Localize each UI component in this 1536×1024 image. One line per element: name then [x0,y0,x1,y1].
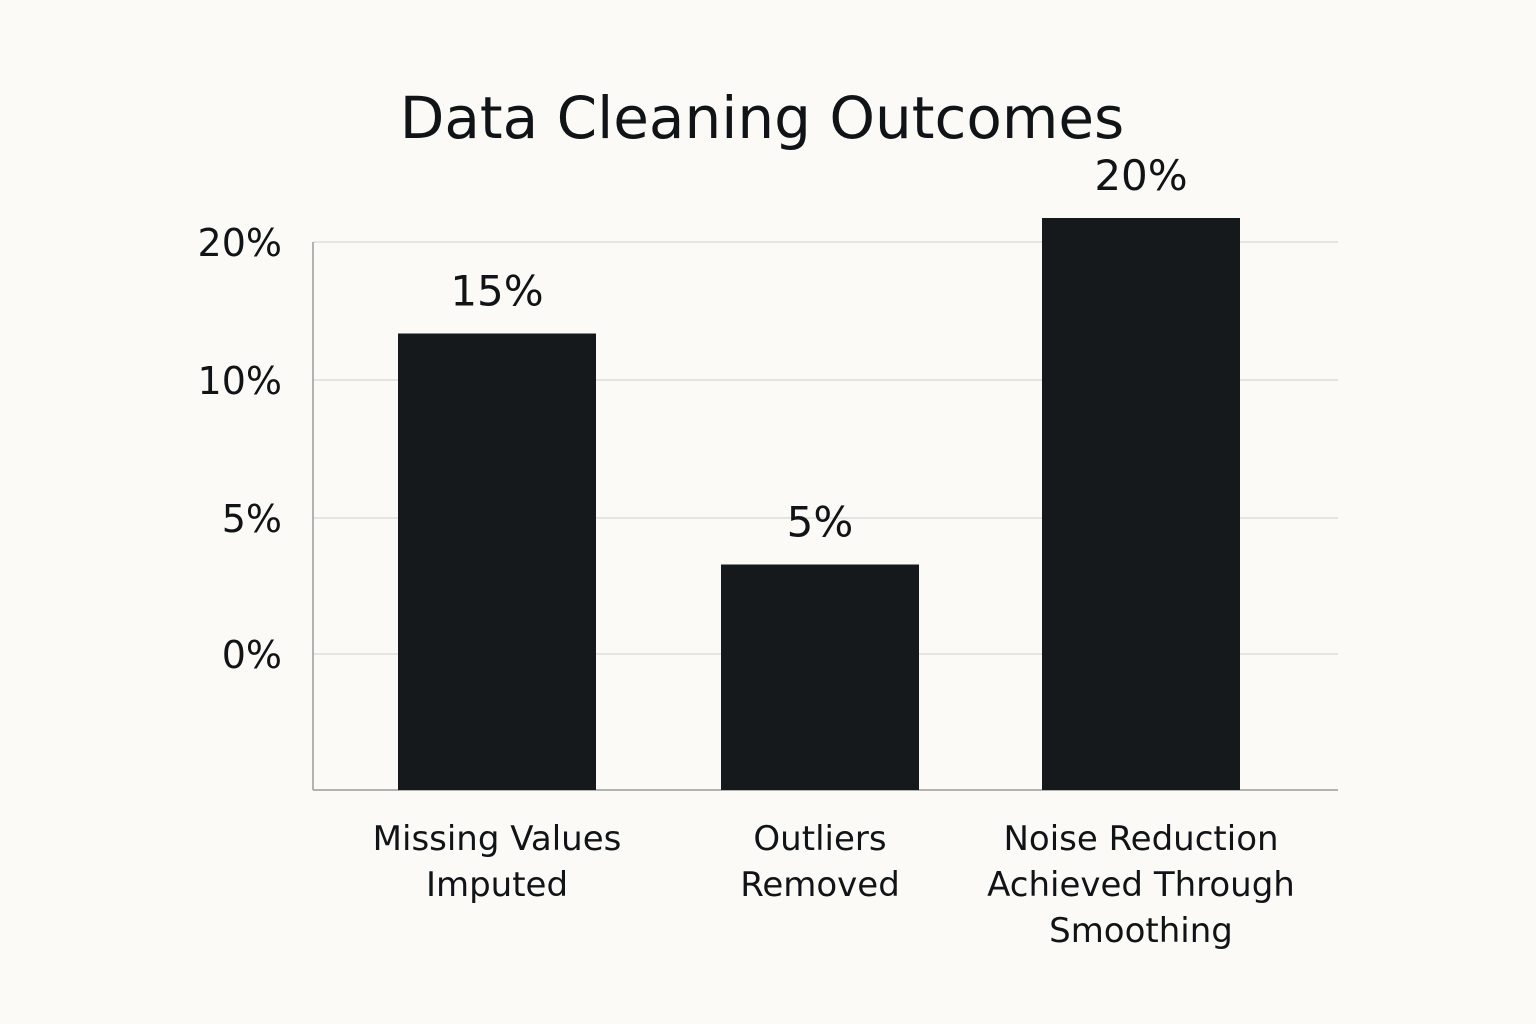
y-tick-label: 20% [198,221,282,265]
x-category-label: Noise Reduction Achieved Through Smoothing [987,819,1295,951]
bar-value-label: 15% [450,267,543,316]
x-category-label: Missing Values Imputed [373,819,622,905]
y-tick-label: 10% [198,359,282,403]
category-labels: Missing Values Imputed Outliers Removed Nois… [373,819,1295,951]
bar [721,564,919,790]
bar-value-labels: 15% 5% 20% [450,151,1187,547]
x-category-label: Outliers Removed [740,819,900,905]
y-tick-label: 0% [222,633,282,677]
bar [398,333,596,790]
chart-title: Data Cleaning Outcomes [400,84,1125,152]
y-tick-label: 5% [222,497,282,541]
bars [398,218,1240,790]
bar-value-label: 20% [1094,151,1187,200]
bar [1042,218,1240,790]
bar-value-label: 5% [787,498,854,547]
y-axis-tick-labels: 0% 5% 10% 20% [198,221,282,677]
